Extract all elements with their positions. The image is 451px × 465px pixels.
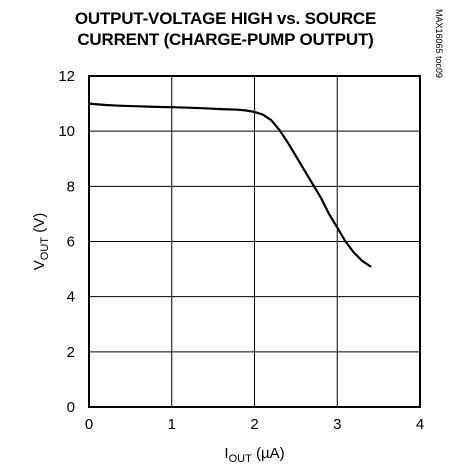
figure-code: MAX16065 toc09 [434, 9, 444, 78]
y-tick-label: 6 [67, 234, 75, 251]
x-tick-label: 2 [250, 416, 258, 433]
y-tick-label: 4 [67, 289, 75, 306]
chart-title-line2: CURRENT (CHARGE-PUMP OUTPUT) [77, 30, 374, 49]
plot-frame [88, 75, 421, 408]
x-tick-label: 0 [85, 416, 93, 433]
y-tick-label: 8 [67, 178, 75, 195]
x-tick-label: 1 [168, 416, 176, 433]
y-axis-label: VOUT (V) [31, 213, 51, 270]
x-tick-label: 3 [333, 416, 341, 433]
chart-title-line1: OUTPUT-VOLTAGE HIGH vs. SOURCE [74, 9, 377, 28]
series-line [87, 102, 372, 268]
x-axis-label: IOUT (µA) [224, 445, 284, 465]
x-tick-label: 4 [416, 416, 424, 433]
y-tick-label: 10 [58, 123, 75, 140]
y-tick-label: 2 [67, 344, 75, 361]
y-tick-label: 12 [58, 68, 75, 85]
chart-title: OUTPUT-VOLTAGE HIGH vs. SOURCE CURRENT (… [0, 8, 451, 50]
y-tick-label: 0 [67, 399, 75, 416]
